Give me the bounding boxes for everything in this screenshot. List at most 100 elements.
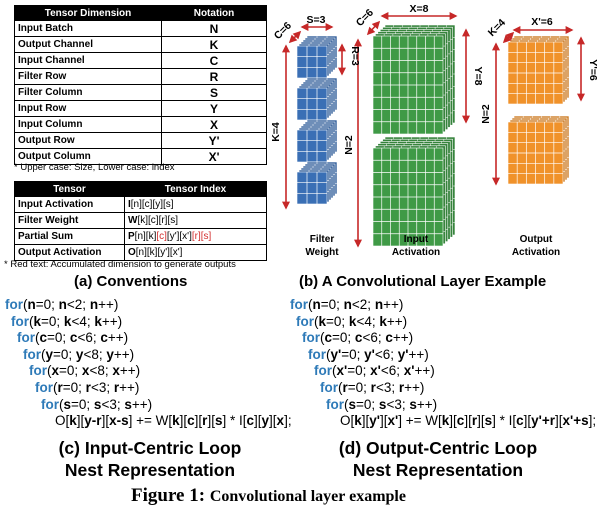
code-token: ( <box>344 396 349 412</box>
variable-token: c <box>385 330 393 346</box>
code-token: O[ <box>55 413 70 429</box>
tensor-index-table: Tensor Tensor Index Input Activation I[n]… <box>14 181 267 261</box>
variable-token: r <box>398 379 405 395</box>
input-y-label: Y=8 <box>472 67 484 86</box>
code-token: ( <box>308 297 313 312</box>
conv-layer-diagram: S=3 C=6 R=3 K=4 X=8 C=6 Y=8 N=2 X'=6 K=4 Y'=6 N=2 Fi… <box>270 3 599 258</box>
output-x-label: X'=6 <box>531 16 553 28</box>
for-loop-line: for(k=0; k<4; k++) <box>5 314 292 331</box>
variable-token: x' <box>403 363 415 379</box>
variable-token: r <box>370 379 376 395</box>
keyword-token: for <box>17 330 35 346</box>
conventions-row: Input Column X <box>14 116 267 133</box>
code-token: <2; <box>351 297 375 312</box>
variable-token: c <box>187 413 195 429</box>
variable-token: n <box>89 297 99 312</box>
tensor-letter: I <box>128 199 131 210</box>
variable-token: s <box>124 396 132 412</box>
code-token: ] * I[ <box>222 413 247 429</box>
variable-token: x <box>112 363 120 379</box>
variable-token: r <box>471 413 478 429</box>
variable-token: n <box>27 297 36 312</box>
loop-body-statement: O[k][y-r][x-s] += W[k][c][r][s] * I[c][y… <box>5 413 292 430</box>
caption-c-line2: Nest Representation <box>64 460 236 480</box>
code-token: ( <box>314 313 319 329</box>
code-token: =0; <box>71 396 94 412</box>
tensor-name: Output Activation <box>14 244 125 261</box>
tensor-index-row: Filter Weight W[k][c][r][s] <box>14 212 267 229</box>
variable-token: x' <box>387 413 399 429</box>
code-token: ( <box>35 330 40 346</box>
caption-b: (b) A Convolutional Layer Example <box>299 273 547 290</box>
variable-token: k <box>172 413 180 429</box>
output-c-arrow <box>502 31 515 44</box>
variable-token: c <box>324 330 333 346</box>
code-token: ][ <box>380 413 388 429</box>
for-loop-line: for(n=0; n<2; n++) <box>5 297 292 314</box>
code-token: ]; <box>284 413 292 429</box>
code-token: ( <box>29 313 34 329</box>
variable-token: k <box>441 413 450 429</box>
code-token: ][ <box>555 413 563 429</box>
for-loop-line: for(y'=0; y'<6; y'++) <box>290 347 596 364</box>
code-token: =0; <box>356 396 379 412</box>
variable-token: y-r <box>84 413 102 429</box>
keyword-token: for <box>35 379 53 395</box>
code-token: <3; <box>375 379 399 395</box>
variable-token: r <box>85 379 91 395</box>
dimension-notation: R <box>161 68 267 85</box>
input-activation-label: Activation <box>392 247 440 258</box>
output-k-label: K=4 <box>486 17 508 39</box>
for-loop-line: for(r=0; r<3; r++) <box>5 380 292 397</box>
code-token: ( <box>59 396 64 412</box>
variable-token: n <box>374 297 384 312</box>
index-part: [k][c][r][s] <box>137 215 179 226</box>
tensor-index-row: Partial Sum P[n][k][c][y'][x'][r][s] <box>14 228 267 245</box>
variable-token: k <box>354 413 362 429</box>
keyword-token: for <box>308 346 326 362</box>
code-token: ][ <box>361 413 370 429</box>
variable-token: x'+s <box>562 413 589 429</box>
code-token: ( <box>338 379 343 395</box>
dimension-notation: N <box>161 20 267 37</box>
input-activation-label: Input <box>404 234 429 245</box>
variable-token: c <box>456 413 465 429</box>
conventions-row: Input Channel C <box>14 52 267 69</box>
variable-token: s <box>63 396 72 412</box>
tensor-index-row: Output Activation O[n][k][y'][x'] <box>14 244 267 261</box>
for-loop-line: for(c=0; c<6; c++) <box>290 330 596 347</box>
code-token: ][ <box>76 413 85 429</box>
code-token: ( <box>320 330 325 346</box>
variable-token: s <box>484 413 493 429</box>
conventions-header-notation: Notation <box>161 5 267 21</box>
caption-c: (c) Input-Centric Loop Nest Representati… <box>40 437 260 481</box>
code-token: ] += W[ <box>128 413 173 429</box>
code-token: =0; <box>47 330 70 346</box>
code-token: ++) <box>131 396 153 412</box>
tensor-index: I[n][c][y][s] <box>124 196 267 213</box>
code-token: ][ <box>207 413 215 429</box>
input-centric-code: for(n=0; n<2; n++) for(k=0; k<4; k++) for(… <box>5 297 292 430</box>
index-part: [y'][x'] <box>166 231 192 242</box>
code-token: ++) <box>107 330 129 346</box>
output-activation-label: Output <box>520 234 553 245</box>
keyword-token: for <box>302 330 320 346</box>
index-part: [n][k][y'][x'] <box>135 247 183 258</box>
variable-token: c <box>516 413 524 429</box>
variable-token: n <box>343 297 352 312</box>
code-token: ( <box>332 363 337 379</box>
code-token: ][ <box>179 413 188 429</box>
filter-block <box>296 161 338 205</box>
filter-r-label: R=3 <box>349 46 361 66</box>
tensor-letter: W <box>128 215 138 226</box>
input-x-label: X=8 <box>410 3 429 15</box>
variable-token: k <box>348 313 357 329</box>
variable-token: y'+r <box>531 413 556 429</box>
variable-token: k <box>94 313 102 329</box>
conventions-row: Input Row Y <box>14 100 267 117</box>
code-token: ++) <box>404 379 425 395</box>
output-n-label: N=2 <box>480 104 492 124</box>
code-token: ][ <box>464 413 472 429</box>
variable-token: s <box>378 396 387 412</box>
conventions-header-dimension: Tensor Dimension <box>14 5 162 21</box>
